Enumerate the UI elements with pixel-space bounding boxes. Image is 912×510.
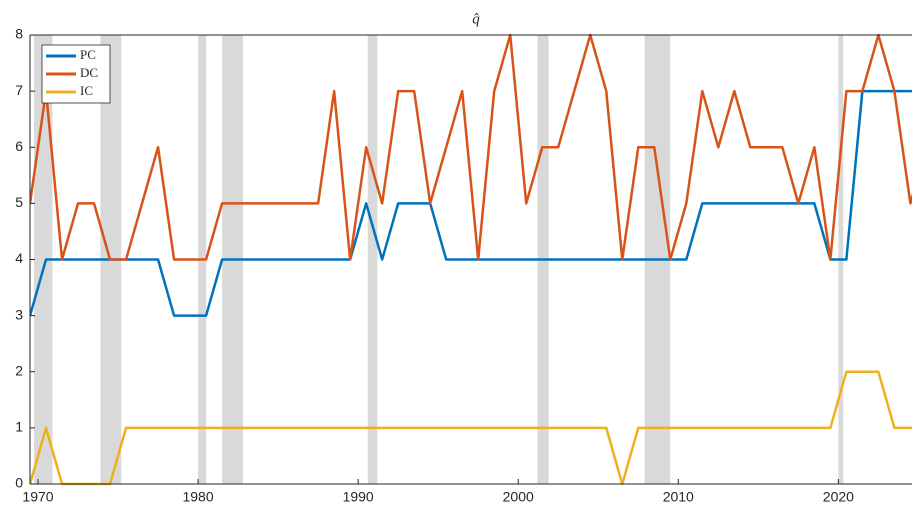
series-line <box>30 89 912 317</box>
y-tick-label: 3 <box>15 306 23 322</box>
legend-label: PC <box>80 47 96 62</box>
y-tick-label: 7 <box>15 82 23 98</box>
x-tick-label: 2000 <box>503 489 534 505</box>
y-tick-label: 5 <box>15 194 23 210</box>
series-line <box>30 33 912 261</box>
y-tick-label: 2 <box>15 362 23 378</box>
recession-band <box>367 35 378 484</box>
y-tick-label: 1 <box>15 419 23 435</box>
x-tick-label: 1980 <box>182 489 213 505</box>
y-tick-label: 8 <box>15 26 23 42</box>
x-tick-label: 1990 <box>343 489 374 505</box>
x-tick-label: 1970 <box>22 489 53 505</box>
y-tick-label: 0 <box>15 475 23 491</box>
series-line <box>30 370 912 486</box>
legend-label: DC <box>80 65 98 80</box>
plot-area <box>30 33 912 486</box>
chart-title: q̂ <box>472 11 480 27</box>
y-tick-label: 6 <box>15 138 23 154</box>
x-tick-label: 2020 <box>823 489 854 505</box>
y-tick-label: 4 <box>15 250 23 266</box>
legend-label: IC <box>80 83 93 98</box>
x-tick-label: 2010 <box>663 489 694 505</box>
